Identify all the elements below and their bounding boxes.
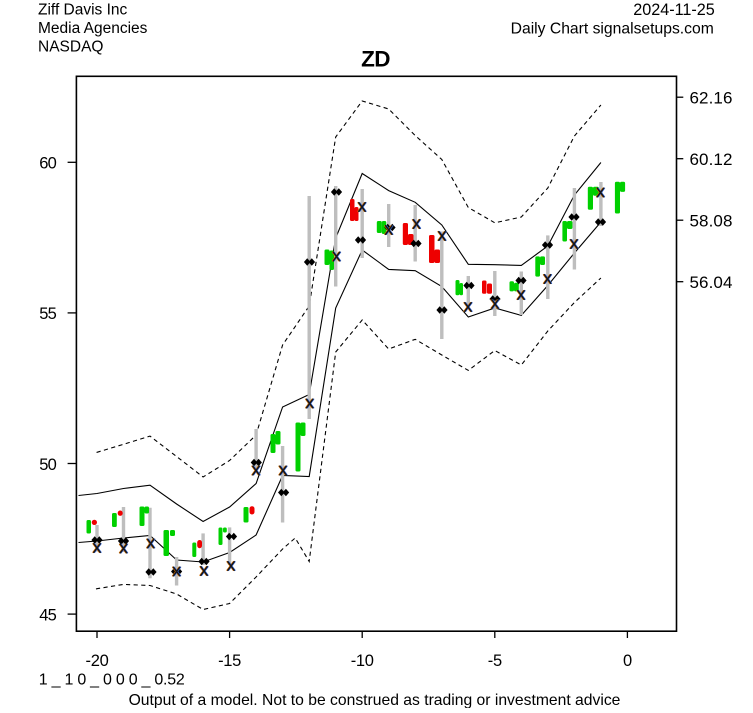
svg-text:Ziff Davis Inc: Ziff Davis Inc — [38, 2, 128, 19]
svg-text:60: 60 — [39, 155, 56, 173]
svg-text:Output of a model. Not to be c: Output of a model. Not to be construed a… — [129, 692, 621, 708]
svg-text:-20: -20 — [86, 652, 109, 670]
svg-text:Daily Chart signalsetups.com: Daily Chart signalsetups.com — [511, 21, 714, 38]
svg-text:45: 45 — [39, 606, 56, 624]
svg-text:1 _ 1 0 _ 0 0 0 _ 0.52: 1 _ 1 0 _ 0 0 0 _ 0.52 — [39, 671, 185, 688]
svg-text:ZD: ZD — [361, 47, 390, 72]
svg-text:55: 55 — [39, 305, 56, 323]
svg-text:50: 50 — [39, 456, 56, 474]
svg-text:NASDAQ: NASDAQ — [38, 39, 103, 56]
svg-text:0: 0 — [623, 652, 632, 670]
svg-text:Media Agencies: Media Agencies — [38, 20, 148, 37]
svg-text:-15: -15 — [218, 652, 241, 670]
svg-text:62.16: 62.16 — [690, 89, 733, 108]
svg-text:-5: -5 — [488, 652, 502, 670]
svg-text:56.04: 56.04 — [690, 273, 733, 292]
svg-text:58.08: 58.08 — [690, 212, 733, 231]
svg-text:-10: -10 — [351, 652, 374, 670]
svg-text:60.12: 60.12 — [690, 150, 733, 169]
svg-text:2024-11-25: 2024-11-25 — [633, 1, 715, 19]
